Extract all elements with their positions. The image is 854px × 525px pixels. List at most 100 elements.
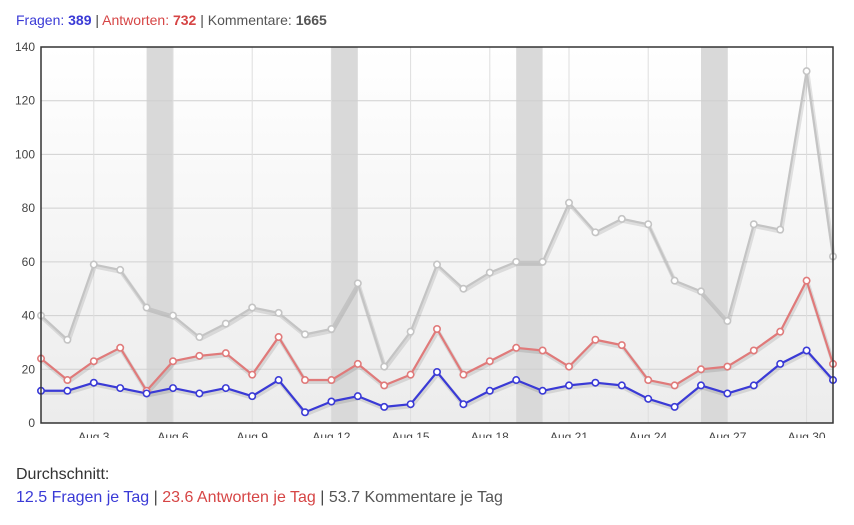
- questions-data-point: [63, 386, 72, 395]
- comments-data-point: [195, 333, 204, 342]
- answers-data-point: [432, 324, 441, 333]
- comments-data-point: [485, 268, 494, 277]
- y-tick-label: 100: [15, 147, 35, 161]
- averages-title: Durchschnitt:: [16, 466, 110, 483]
- comments-data-point: [802, 67, 811, 76]
- comments-data-point: [459, 284, 468, 293]
- weekend-band: [516, 47, 543, 423]
- y-tick-label: 0: [28, 416, 35, 430]
- answers-data-point: [380, 381, 389, 390]
- comments-data-point: [353, 279, 362, 288]
- x-tick-label: Aug 21: [550, 430, 588, 438]
- questions-data-point: [723, 389, 732, 398]
- comments-average: 53.7 Kommentare je Tag: [328, 489, 503, 506]
- comments-total-value: 1665: [295, 12, 327, 28]
- x-tick-label: Aug 15: [392, 430, 430, 438]
- activity-line-chart: 0 20 40 60 80 100 120 140 Aug 3 Aug 6 Aug 9 Aug 12…: [15, 40, 837, 438]
- y-tick-label: 60: [22, 255, 36, 269]
- comments-data-point: [670, 276, 679, 285]
- answers-data-point: [221, 349, 230, 358]
- questions-data-point: [142, 389, 151, 398]
- answers-data-point: [617, 341, 626, 350]
- averages-summary: 12.5 Fragen je Tag | 23.6 Antworten je T…: [16, 489, 503, 507]
- answers-data-point: [459, 370, 468, 379]
- answers-data-point: [327, 376, 336, 385]
- answers-data-point: [89, 357, 98, 366]
- comments-data-point: [248, 303, 257, 312]
- questions-data-point: [195, 389, 204, 398]
- questions-data-point: [670, 402, 679, 411]
- answers-data-point: [749, 346, 758, 355]
- comments-data-point: [63, 335, 72, 344]
- separator: |: [95, 12, 100, 28]
- comments-data-point: [723, 316, 732, 325]
- comments-data-point: [274, 308, 283, 317]
- answers-data-point: [169, 357, 178, 366]
- questions-data-point: [406, 400, 415, 409]
- comments-data-point: [169, 311, 178, 320]
- answers-data-point: [63, 376, 72, 385]
- questions-data-point: [327, 397, 336, 406]
- questions-data-point: [300, 408, 309, 417]
- x-tick-label: Aug 30: [788, 430, 826, 438]
- x-tick-label: Aug 3: [78, 430, 110, 438]
- comments-data-point: [696, 287, 705, 296]
- comments-data-point: [512, 257, 521, 266]
- questions-data-point: [749, 381, 758, 390]
- questions-data-point: [89, 378, 98, 387]
- y-tick-label: 120: [15, 94, 35, 108]
- answers-data-point: [353, 359, 362, 368]
- x-tick-label: Aug 27: [708, 430, 746, 438]
- questions-data-point: [802, 346, 811, 355]
- comments-total-label: Kommentare:: [207, 12, 292, 28]
- comments-data-point: [644, 220, 653, 229]
- comments-data-point: [564, 198, 573, 207]
- questions-average: 12.5 Fragen je Tag: [16, 489, 150, 506]
- questions-total-value: 389: [68, 12, 92, 28]
- answers-data-point: [406, 370, 415, 379]
- y-tick-label: 80: [22, 201, 36, 215]
- answers-data-point: [696, 365, 705, 374]
- questions-data-point: [696, 381, 705, 390]
- comments-data-point: [327, 324, 336, 333]
- answers-data-point: [195, 351, 204, 360]
- x-tick-label: Aug 6: [157, 430, 189, 438]
- answers-data-point: [512, 343, 521, 352]
- answers-data-point: [564, 362, 573, 371]
- questions-data-point: [380, 402, 389, 411]
- comments-data-point: [116, 265, 125, 274]
- answers-data-point: [116, 343, 125, 352]
- questions-data-point: [512, 376, 521, 385]
- comments-data-point: [300, 330, 309, 339]
- x-tick-label: Aug 24: [629, 430, 667, 438]
- answers-data-point: [248, 370, 257, 379]
- questions-data-point: [644, 394, 653, 403]
- x-tick-label: Aug 12: [312, 430, 350, 438]
- questions-data-point: [776, 359, 785, 368]
- comments-data-point: [142, 303, 151, 312]
- questions-data-point: [538, 386, 547, 395]
- y-tick-label: 140: [15, 40, 35, 54]
- answers-total-label: Antworten:: [102, 12, 170, 28]
- answers-data-point: [274, 333, 283, 342]
- y-tick-label: 20: [22, 362, 36, 376]
- comments-data-point: [406, 327, 415, 336]
- totals-summary: Fragen: 389 | Antworten: 732 | Kommentar…: [16, 12, 327, 28]
- questions-data-point: [617, 381, 626, 390]
- questions-data-point: [221, 384, 230, 393]
- comments-data-point: [538, 257, 547, 266]
- answers-data-point: [644, 376, 653, 385]
- comments-data-point: [591, 228, 600, 237]
- answers-data-point: [802, 276, 811, 285]
- answers-data-point: [300, 376, 309, 385]
- comments-data-point: [380, 362, 389, 371]
- questions-data-point: [274, 376, 283, 385]
- questions-data-point: [432, 367, 441, 376]
- questions-data-point: [116, 384, 125, 393]
- comments-data-point: [89, 260, 98, 269]
- questions-data-point: [353, 392, 362, 401]
- weekend-band: [331, 47, 358, 423]
- y-tick-label: 40: [22, 309, 36, 323]
- separator: |: [153, 489, 158, 506]
- answers-data-point: [723, 362, 732, 371]
